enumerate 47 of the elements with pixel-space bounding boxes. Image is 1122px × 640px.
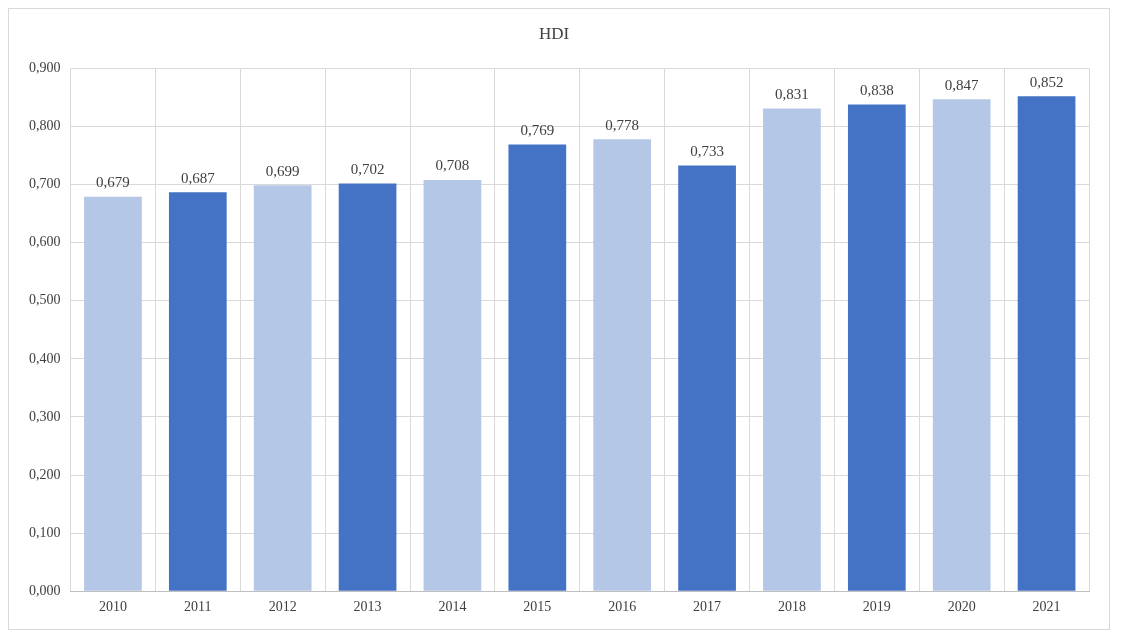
x-tick-label: 2011 (184, 599, 212, 615)
bar (593, 139, 652, 591)
bar (168, 192, 227, 591)
y-tick-label: 0,100 (29, 524, 61, 540)
bar (847, 104, 906, 591)
bar (423, 179, 482, 591)
data-label: 0,769 (520, 121, 555, 138)
data-label: 0,852 (1029, 73, 1064, 90)
x-tick-label: 2013 (353, 599, 382, 615)
data-label: 0,708 (435, 157, 470, 174)
bar (508, 144, 567, 591)
y-tick-label: 0,400 (29, 350, 61, 366)
y-tick-label: 0,800 (29, 118, 61, 134)
x-tick-label: 2020 (947, 599, 976, 615)
bar (1017, 96, 1076, 591)
bar (84, 196, 142, 591)
bar (253, 185, 312, 591)
y-tick-label: 0,500 (29, 292, 61, 308)
x-tick-label: 2015 (523, 599, 552, 615)
x-tick-label: 2014 (438, 599, 467, 615)
x-tick-label: 2021 (1032, 599, 1061, 615)
y-tick-label: 0,200 (29, 466, 61, 482)
y-tick-label: 0,600 (29, 234, 61, 250)
x-tick-label: 2010 (98, 599, 127, 615)
data-label: 0,679 (96, 174, 130, 191)
y-tick-label: 0,300 (29, 408, 61, 424)
data-label: 0,847 (944, 76, 980, 93)
y-tick-label: 0,700 (29, 176, 61, 192)
data-label: 0,687 (180, 169, 216, 186)
data-label: 0,838 (859, 81, 894, 98)
data-label: 0,831 (775, 85, 809, 102)
x-tick-label: 2019 (862, 599, 891, 615)
x-tick-label: 2017 (693, 599, 722, 615)
x-tick-label: 2016 (608, 599, 637, 615)
data-label: 0,702 (350, 160, 385, 177)
x-tick-label: 2018 (777, 599, 806, 615)
data-label: 0,778 (605, 116, 640, 133)
x-tick-label: 2012 (268, 599, 297, 615)
bar (763, 108, 821, 591)
data-label: 0,733 (690, 142, 724, 159)
y-tick-label: 0,000 (29, 582, 61, 598)
y-tick-label: 0,900 (29, 60, 61, 76)
bar (932, 99, 991, 591)
bar (338, 183, 397, 591)
bar (678, 165, 736, 591)
data-label: 0,699 (265, 162, 300, 179)
chart-title: HDI (538, 23, 570, 43)
